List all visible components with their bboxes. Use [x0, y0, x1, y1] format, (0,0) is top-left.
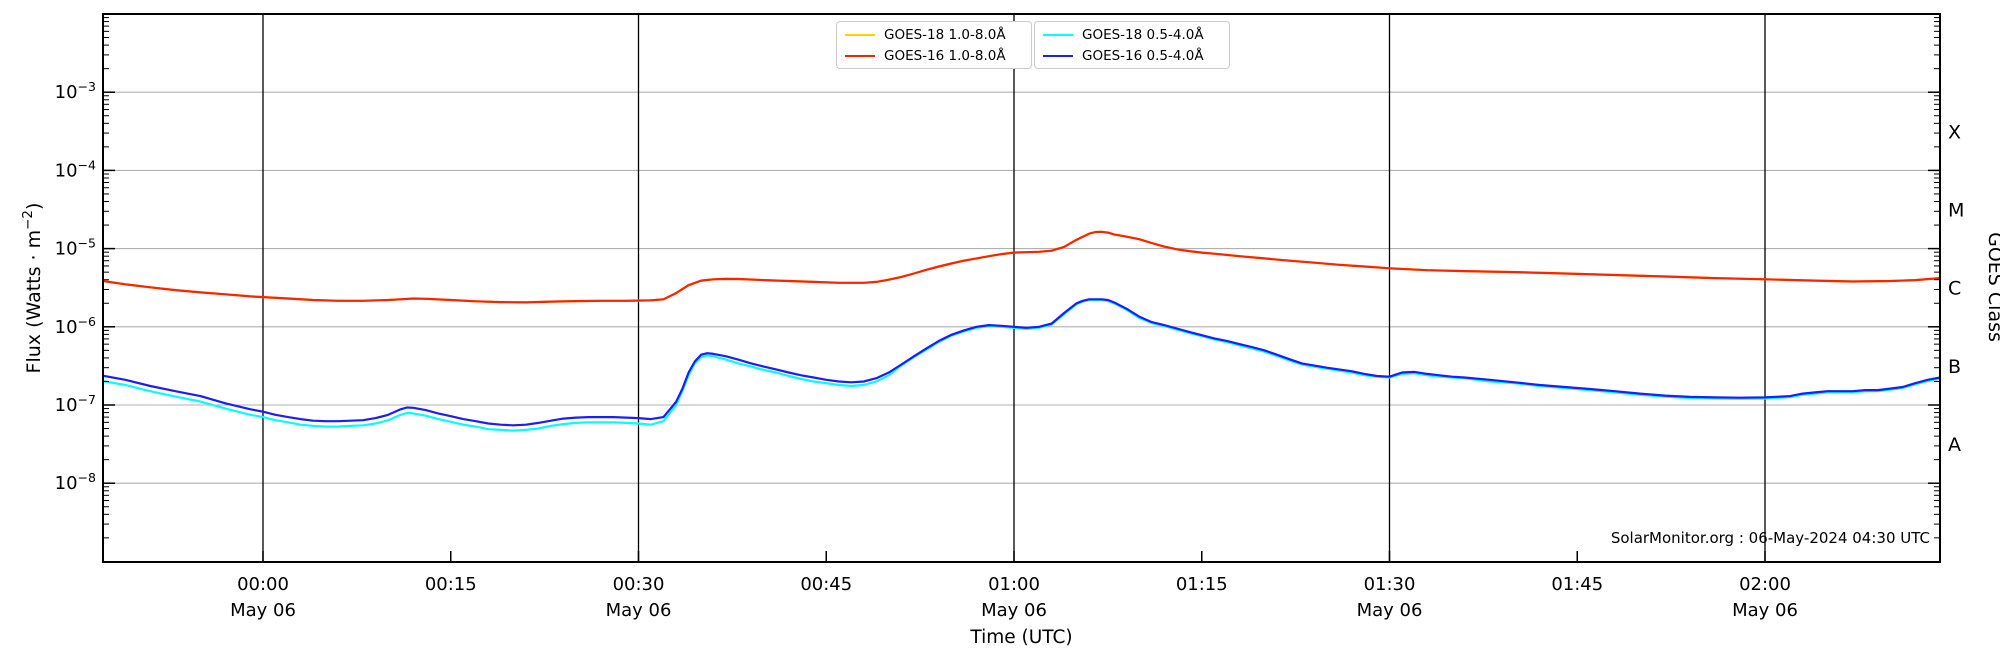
flux-curve-goes-16-long — [103, 230, 1940, 304]
flux-curve-goes-16-short — [103, 298, 1940, 427]
x-tick-time-label: 01:15 — [1176, 574, 1228, 595]
legend-entry-label: GOES-16 1.0-8.0Å — [884, 47, 1006, 64]
goes-class-letter-c: C — [1948, 278, 1961, 300]
legend-entry: GOES-16 1.0-8.0Å — [845, 46, 1021, 65]
y-tick-label: 10−8 — [55, 470, 96, 494]
x-tick-time-label: 01:45 — [1551, 574, 1603, 595]
x-tick-time-label: 01:30 — [1364, 574, 1416, 595]
y-tick-label: 10−5 — [55, 236, 96, 260]
legend-entry: GOES-18 0.5-4.0Å — [1043, 25, 1219, 44]
x-tick-time-label: 00:15 — [425, 574, 477, 595]
legend-entry-label: GOES-16 0.5-4.0Å — [1082, 47, 1204, 64]
goes-class-letter-a: A — [1948, 434, 1961, 456]
goes-class-letter-x: X — [1948, 121, 1961, 143]
y-axis-title: Flux (Watts · m−2) — [20, 203, 45, 374]
x-tick-time-label: 01:00 — [988, 574, 1040, 595]
legend-line-swatch — [845, 54, 875, 57]
legend-entry: GOES-18 1.0-8.0Å — [845, 25, 1021, 44]
curves-layer — [103, 230, 1940, 432]
plot-border — [102, 13, 1941, 563]
legend-box-2: GOES-18 0.5-4.0Å GOES-16 0.5-4.0Å — [1034, 21, 1230, 69]
legend-entry: GOES-16 0.5-4.0Å — [1043, 46, 1219, 65]
legend-line-swatch — [1043, 54, 1073, 57]
x-tick-time-label: 00:45 — [800, 574, 852, 595]
y-tick-label: 10−3 — [55, 79, 96, 103]
legend-line-swatch — [845, 33, 875, 36]
watermark-text: SolarMonitor.org : 06-May-2024 04:30 UTC — [1610, 529, 1930, 547]
x-tick-time-label: 02:00 — [1739, 574, 1791, 595]
legend-box-1: GOES-18 1.0-8.0Å GOES-16 1.0-8.0Å — [836, 21, 1032, 69]
x-axis-title: Time (UTC) — [969, 627, 1072, 648]
y-tick-label: 10−6 — [55, 314, 96, 338]
x-tick-date-label: May 06 — [606, 600, 672, 621]
legend-entry-label: GOES-18 0.5-4.0Å — [1082, 26, 1204, 43]
x-tick-time-label: 00:00 — [237, 574, 289, 595]
legend-line-swatch — [1043, 33, 1073, 36]
x-tick-date-label: May 06 — [1357, 600, 1423, 621]
x-tick-date-label: May 06 — [981, 600, 1047, 621]
flux-curve-goes-18-long — [103, 230, 1940, 304]
x-tick-date-label: May 06 — [230, 600, 296, 621]
flux-curve-goes-18-short — [103, 298, 1940, 432]
x-tick-date-label: May 06 — [1732, 600, 1798, 621]
right-axis-title: GOES Class — [1984, 232, 2000, 342]
legend-entry-label: GOES-18 1.0-8.0Å — [884, 26, 1006, 43]
goes-class-letter-b: B — [1948, 356, 1961, 378]
y-tick-label: 10−4 — [55, 157, 96, 181]
x-tick-time-label: 00:30 — [613, 574, 665, 595]
y-tick-label: 10−7 — [55, 392, 96, 416]
goes-class-letter-m: M — [1948, 200, 1964, 222]
